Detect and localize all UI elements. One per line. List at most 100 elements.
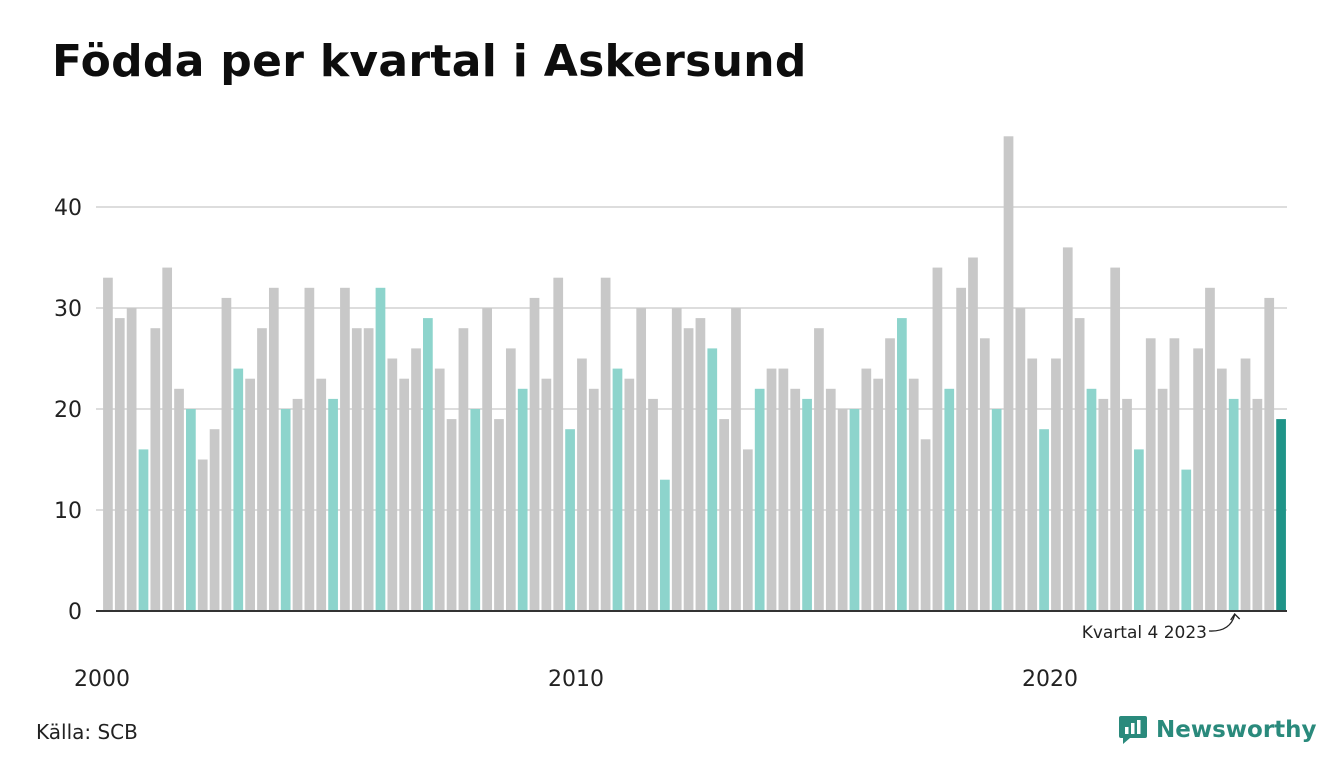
bar bbox=[1216, 368, 1227, 611]
bar bbox=[1181, 469, 1192, 611]
bar bbox=[304, 287, 315, 611]
bar bbox=[707, 348, 718, 611]
bar bbox=[790, 388, 801, 611]
bar bbox=[1252, 398, 1263, 611]
bar bbox=[1134, 449, 1144, 611]
bar bbox=[1027, 358, 1038, 611]
bar bbox=[1051, 358, 1061, 611]
bar bbox=[150, 328, 161, 611]
bar bbox=[1074, 318, 1085, 611]
bar bbox=[1264, 297, 1275, 611]
bar bbox=[470, 409, 481, 611]
newsworthy-icon bbox=[1119, 716, 1147, 744]
bar bbox=[1157, 388, 1168, 611]
bar bbox=[636, 308, 647, 611]
bar bbox=[991, 409, 1002, 611]
bar bbox=[1145, 338, 1156, 611]
bar bbox=[328, 398, 338, 611]
bar bbox=[233, 368, 244, 611]
bar bbox=[529, 297, 540, 611]
bar bbox=[114, 318, 125, 611]
bar bbox=[897, 318, 907, 611]
bar bbox=[979, 338, 990, 611]
bar bbox=[1039, 429, 1049, 611]
bar bbox=[754, 388, 765, 611]
bar bbox=[1086, 388, 1097, 611]
bar bbox=[588, 388, 599, 611]
bar bbox=[1240, 358, 1251, 611]
bar bbox=[837, 409, 848, 611]
bar bbox=[695, 318, 706, 611]
bar bbox=[162, 267, 173, 611]
x-tick-label: 2010 bbox=[548, 667, 604, 692]
bar bbox=[340, 287, 350, 611]
bar bbox=[458, 328, 469, 611]
bar bbox=[197, 459, 208, 611]
bar bbox=[103, 277, 113, 611]
bar bbox=[1193, 348, 1203, 611]
x-axis-ticks: 2000 2010 2020 bbox=[74, 667, 1078, 692]
x-tick-label: 2020 bbox=[1022, 667, 1078, 692]
bar bbox=[648, 398, 658, 611]
bar bbox=[1122, 398, 1132, 611]
bar bbox=[683, 328, 694, 611]
annotation-arrow bbox=[1208, 612, 1241, 632]
y-tick-label: 10 bbox=[54, 499, 82, 524]
bars bbox=[103, 136, 1286, 612]
bar bbox=[280, 409, 291, 611]
bar bbox=[257, 328, 267, 611]
bar bbox=[660, 479, 670, 611]
bar bbox=[1276, 419, 1286, 611]
brand-logo[interactable]: Newsworthy bbox=[1118, 714, 1317, 746]
bar bbox=[825, 388, 836, 611]
bar bbox=[920, 439, 931, 611]
bar bbox=[482, 308, 492, 611]
bar bbox=[778, 368, 789, 611]
bar bbox=[363, 328, 374, 611]
bar bbox=[719, 419, 729, 611]
bar bbox=[375, 287, 386, 611]
bar bbox=[968, 257, 978, 611]
bar bbox=[849, 409, 860, 611]
bar bbox=[245, 378, 255, 611]
bar bbox=[387, 358, 398, 611]
y-axis-ticks: 0 10 20 30 40 bbox=[54, 196, 82, 625]
bar bbox=[434, 368, 445, 611]
bar bbox=[908, 378, 919, 611]
bar bbox=[802, 398, 812, 611]
bar bbox=[932, 267, 943, 611]
bar bbox=[1003, 136, 1014, 612]
bar bbox=[423, 318, 433, 611]
x-tick-label: 2000 bbox=[74, 667, 130, 692]
bar bbox=[861, 368, 872, 611]
y-tick-label: 20 bbox=[54, 398, 82, 423]
brand-name: Newsworthy bbox=[1156, 717, 1317, 743]
chart-title: Födda per kvartal i Askersund bbox=[52, 36, 807, 87]
source-note: Källa: SCB bbox=[36, 720, 138, 744]
bar bbox=[138, 449, 149, 611]
bar bbox=[944, 388, 955, 611]
bar bbox=[873, 378, 884, 611]
bar bbox=[316, 378, 327, 611]
bar bbox=[411, 348, 421, 611]
bar bbox=[1098, 398, 1109, 611]
bar bbox=[174, 388, 184, 611]
bar bbox=[505, 348, 516, 611]
bar bbox=[351, 328, 362, 611]
annotation-label: Kvartal 4 2023 bbox=[1082, 623, 1207, 643]
bar bbox=[814, 328, 824, 611]
bar bbox=[1015, 308, 1026, 611]
bar bbox=[209, 429, 220, 611]
bar bbox=[186, 409, 196, 611]
bar bbox=[612, 368, 623, 611]
bar bbox=[1205, 287, 1215, 611]
bar bbox=[956, 287, 966, 611]
bar bbox=[268, 287, 279, 611]
bar bbox=[541, 378, 552, 611]
y-tick-label: 0 bbox=[68, 600, 82, 625]
bar bbox=[292, 398, 303, 611]
y-tick-label: 30 bbox=[54, 297, 82, 322]
y-tick-label: 40 bbox=[54, 196, 82, 221]
bar bbox=[553, 277, 564, 611]
